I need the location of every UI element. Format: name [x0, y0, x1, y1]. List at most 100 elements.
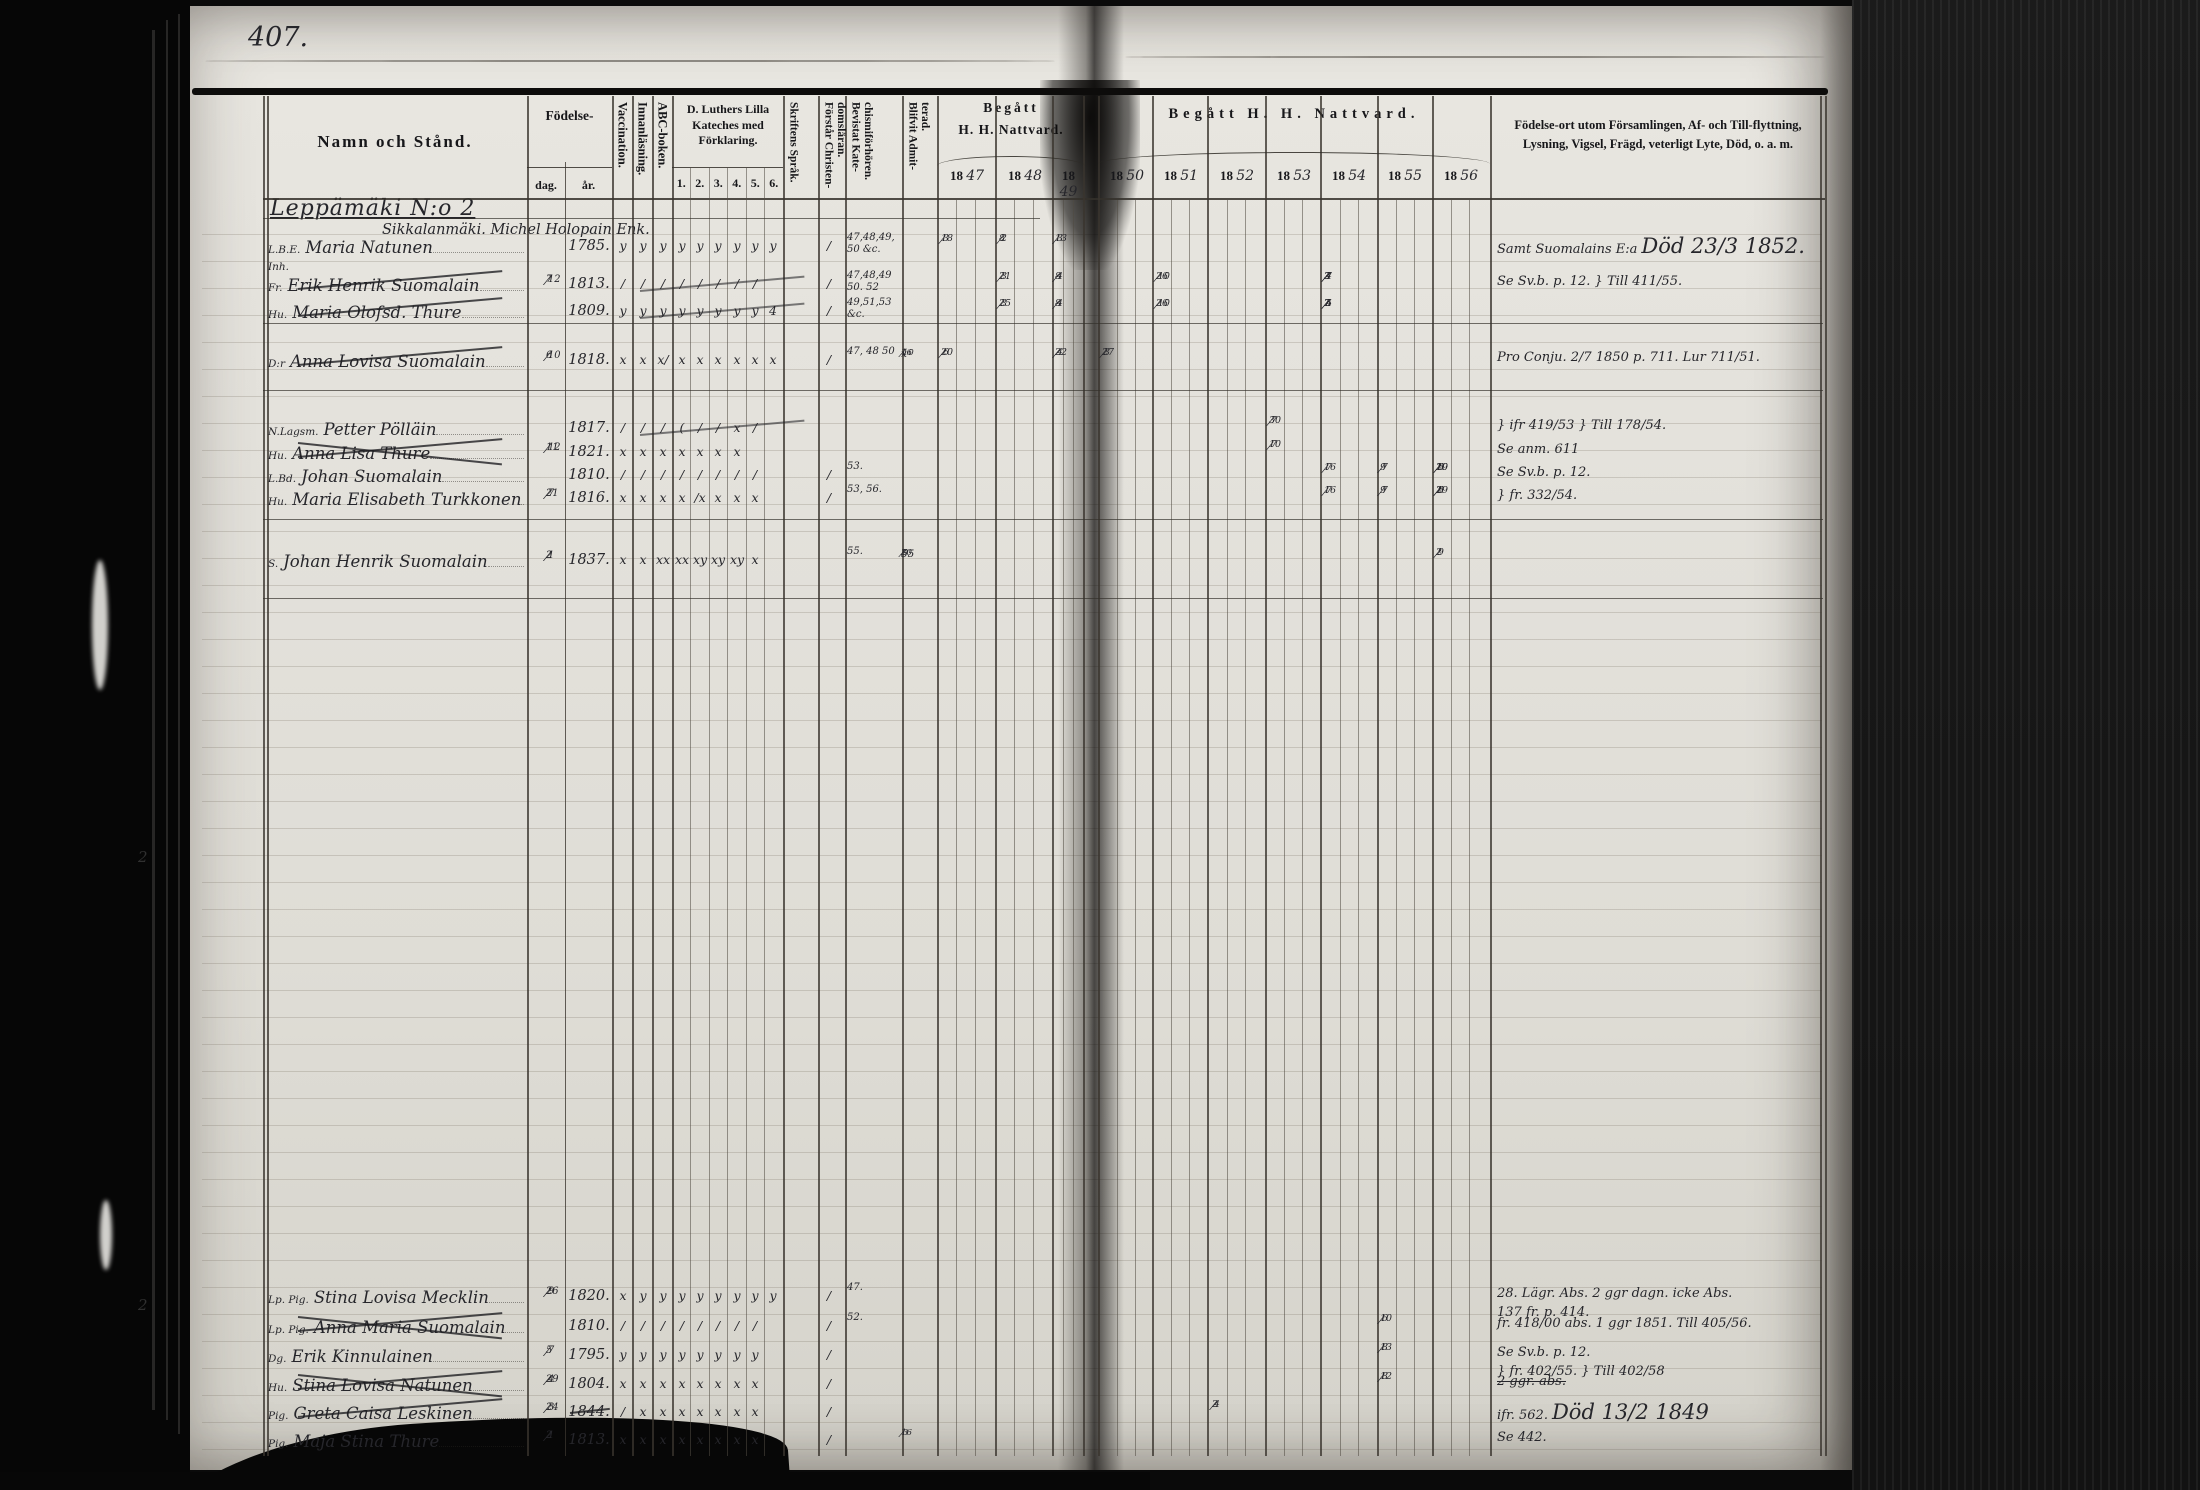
page-stack-streak-3	[178, 14, 180, 1434]
reading-mark: /	[826, 1318, 832, 1333]
column-line	[1083, 96, 1085, 1456]
reading-mark: x	[659, 444, 667, 459]
column-header-name: Namn och Stånd.	[317, 132, 473, 151]
table-row-name: Pig. Maja Stina Thure	[268, 1432, 524, 1451]
reading-mark: /	[660, 1318, 666, 1333]
village-subheading: Sikkalanmäki. Michel Holopain Enk.	[382, 222, 650, 238]
reading-mark: x	[733, 1432, 741, 1447]
column-header-vertical: Förstår Christen- domsläran.	[822, 102, 847, 189]
row-person-name: Maria Natunen	[305, 238, 433, 257]
birth-year: 1810.	[568, 467, 610, 483]
reading-mark: x/	[657, 352, 669, 367]
table-row-name: L.B.E. Maria Natunen	[268, 238, 524, 257]
page-number: 407.	[248, 22, 309, 53]
row-note: Se 442.	[1497, 1428, 1817, 1447]
reading-mark: y	[639, 303, 647, 318]
table-row-name: S. Johan Henrik Suomalain	[268, 552, 524, 571]
group-separator	[263, 598, 1823, 600]
katechesforhor-entry: 47,48,49 50. 52	[847, 270, 892, 293]
column-subline	[956, 200, 957, 1456]
row-person-name: Erik Henrik Suomalain	[287, 276, 480, 295]
reading-mark: x	[696, 352, 704, 367]
row-title: Hu.	[268, 1382, 288, 1394]
page-stack-edge-2	[1125, 56, 1825, 58]
column-line	[1265, 96, 1267, 1456]
birth-year: 1810.	[568, 1318, 610, 1334]
row-person-name: Johan Suomalain	[301, 467, 443, 486]
reading-mark: x	[751, 552, 759, 567]
column-header-birth-day: dag.	[535, 178, 557, 192]
row-note: } fr. 332/54.	[1497, 486, 1817, 505]
dotted-leader	[472, 1377, 524, 1391]
row-note: Se Sv.b. p. 12. } Till 411/55.	[1497, 272, 1817, 291]
row-person-name: Maria Elisabeth Turkkonen	[292, 490, 522, 509]
reading-mark: /	[826, 490, 832, 505]
column-line	[1207, 96, 1209, 1456]
reading-mark: x	[751, 1376, 759, 1391]
reading-mark: /	[660, 467, 666, 482]
reading-mark: y	[769, 1288, 777, 1303]
reading-mark: /	[697, 420, 703, 435]
reading-mark: x	[714, 444, 722, 459]
note-text: Se Sv.b. p. 12.} fr. 402/55. } Till 402/…	[1497, 1345, 1665, 1379]
table-row-name: Fr. Erik Henrik Suomalain	[268, 276, 524, 295]
row-title: D:r	[268, 358, 285, 370]
reading-mark: x	[619, 1288, 627, 1303]
reading-mark: x	[659, 490, 667, 505]
reading-mark: x	[714, 1376, 722, 1391]
dotted-leader	[521, 491, 524, 505]
reading-mark: x	[751, 1404, 759, 1419]
reading-mark: /	[826, 303, 832, 318]
column-line	[1052, 96, 1054, 1456]
row-note: Samt Suomalains E:a Död 23/3 1852.	[1497, 234, 1817, 259]
dotted-leader	[439, 1433, 524, 1447]
reading-mark: /	[697, 276, 703, 291]
village-heading: Leppämäki N:o 2	[270, 196, 476, 221]
row-title: Pig.	[268, 1410, 289, 1422]
reading-mark: /	[640, 467, 646, 482]
page-stack-streak-1	[152, 30, 155, 1410]
column-line	[267, 96, 269, 1456]
row-note: 28. Lägr. Abs. 2 ggr dagn. icke Abs. 137 …	[1497, 1284, 1817, 1322]
reading-mark: 4	[769, 303, 777, 318]
column-subline	[1135, 200, 1136, 1456]
column-subline	[1227, 200, 1228, 1456]
column-line	[995, 96, 997, 1456]
reading-mark: /	[826, 1376, 832, 1391]
birth-year: 1795.	[568, 1347, 610, 1363]
book-fold-shadow-top	[1040, 80, 1140, 270]
reading-mark: x	[733, 1404, 741, 1419]
reading-mark: y	[696, 1288, 704, 1303]
birth-sub-rule	[527, 167, 612, 169]
reading-mark: y	[659, 1347, 667, 1362]
row-person-name: Stina Lovisa Natunen	[292, 1376, 473, 1395]
reading-mark: x	[733, 444, 741, 459]
reading-mark: x	[619, 1376, 627, 1391]
row-note: Se Sv.b. p. 12.	[1497, 463, 1817, 482]
column-line	[818, 96, 820, 1456]
reading-mark: y	[751, 1347, 759, 1362]
note-text: } ifr 419/53 } Till 178/54.	[1497, 418, 1667, 433]
dotted-leader	[485, 353, 524, 367]
dotted-leader	[432, 239, 524, 253]
column-header-vertical: Innanläsning.	[635, 102, 650, 176]
column-subline	[690, 168, 691, 1456]
katechesforhor-entry: 47.	[847, 1282, 863, 1293]
katechesforhor-entry: 55.	[847, 546, 863, 557]
year-header: 18 48	[1007, 168, 1043, 184]
reading-mark: x	[751, 352, 759, 367]
dotted-leader	[430, 445, 524, 459]
scan-bright-spot-2	[100, 1200, 112, 1270]
note-text: Se anm. 611	[1497, 442, 1580, 457]
scan-bottom-strip	[0, 1472, 1150, 1490]
column-subline	[1063, 200, 1064, 1456]
reading-mark: x	[639, 1404, 647, 1419]
reading-mark: x	[639, 352, 647, 367]
column-header-nattvard-right: Begått H. H. Nattvard.	[1168, 106, 1420, 122]
katechesforhor-entry: 52.	[847, 1312, 863, 1323]
column-line	[612, 96, 614, 1456]
row-person-name: Johan Henrik Suomalain	[283, 552, 488, 571]
year-header: 18 49	[1059, 168, 1078, 200]
reading-mark: x	[714, 352, 722, 367]
dotted-leader	[488, 1289, 524, 1303]
